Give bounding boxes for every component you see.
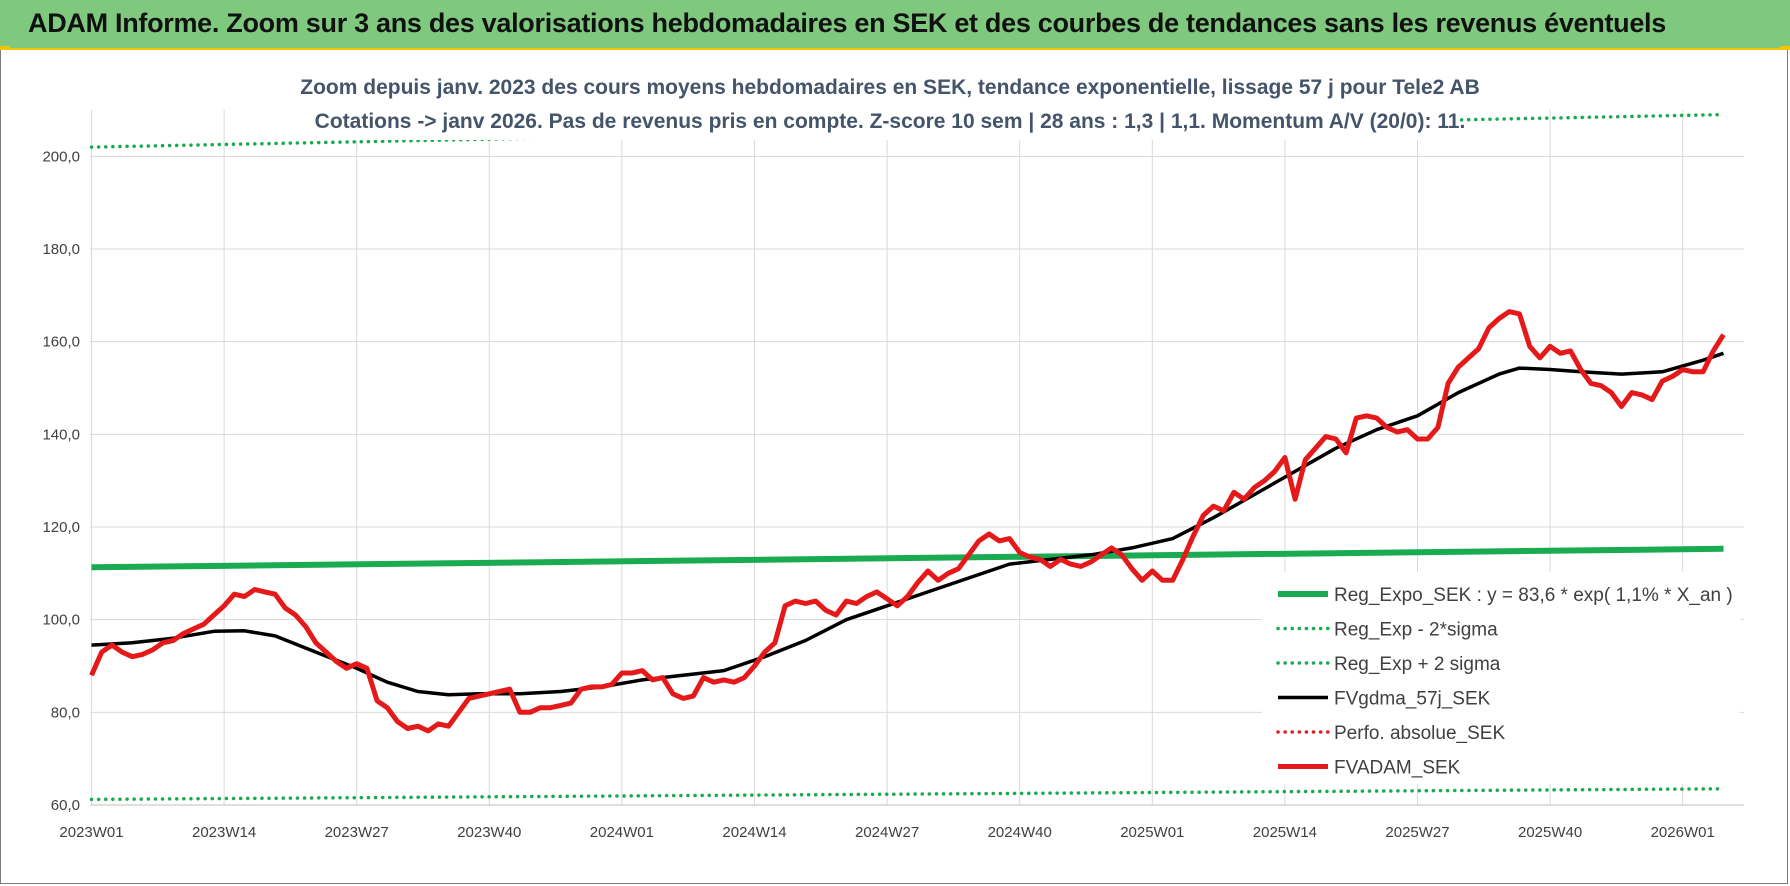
x-tick-label: 2025W01: [1120, 824, 1184, 841]
y-tick-label: 160,0: [42, 334, 80, 351]
y-tick-label: 60,0: [51, 797, 80, 814]
y-tick-label: 180,0: [42, 241, 80, 258]
x-tick-label: 2023W27: [325, 824, 389, 841]
legend-label: FVgdma_57j_SEK: [1334, 689, 1491, 710]
page-title: ADAM Informe. Zoom sur 3 ans des valoris…: [28, 8, 1666, 38]
x-tick-label: 2024W14: [722, 824, 786, 841]
chart-subtitle-line-1: Zoom depuis janv. 2023 des cours moyens …: [300, 76, 1480, 99]
subtitle-background: [320, 66, 1460, 140]
x-tick-label: 2024W27: [855, 824, 919, 841]
x-tick-label: 2025W40: [1518, 824, 1582, 841]
y-tick-label: 140,0: [42, 426, 80, 443]
y-tick-label: 120,0: [42, 519, 80, 536]
legend-label: Reg_Exp - 2*sigma: [1334, 620, 1498, 641]
series-line-1: [89, 787, 1726, 802]
x-tick-label: 2024W01: [590, 824, 654, 841]
corner-accent-right: [1780, 46, 1790, 50]
legend-label: Perfo. absolue_SEK: [1334, 723, 1505, 744]
legend-label: Reg_Expo_SEK : y = 83,6 * exp( 1,1% * X_…: [1334, 585, 1733, 606]
chart-subtitle-line-2: Cotations -> janv 2026. Pas de revenus p…: [315, 110, 1466, 133]
legend-label: FVADAM_SEK: [1334, 758, 1461, 779]
axes: 60,0 80,0 100,0 120,0 140,0 160,0 180,0 200,0 20…: [42, 148, 1744, 841]
header-banner: ADAM Informe. Zoom sur 3 ans des valoris…: [0, 0, 1790, 50]
x-tick-label: 2023W01: [59, 824, 123, 841]
x-tick-label: 2025W14: [1253, 824, 1317, 841]
y-tick-label: 80,0: [51, 704, 80, 721]
x-tick-label: 2023W40: [457, 824, 521, 841]
corner-accent-left: [0, 46, 10, 50]
legend-label: Reg_Exp + 2 sigma: [1334, 654, 1501, 675]
legend-background: [1262, 572, 1740, 784]
y-tick-label: 200,0: [42, 148, 80, 165]
legend: Reg_Expo_SEK : y = 83,6 * exp( 1,1% * X_…: [1262, 572, 1740, 784]
y-tick-label: 100,0: [42, 612, 80, 629]
x-tick-label: 2026W01: [1651, 824, 1715, 841]
x-tick-label: 2025W27: [1385, 824, 1449, 841]
series-line-0: [91, 545, 1724, 571]
x-tick-label: 2024W40: [988, 824, 1052, 841]
series-line-5: [89, 309, 1726, 734]
x-tick-label: 2023W14: [192, 824, 256, 841]
